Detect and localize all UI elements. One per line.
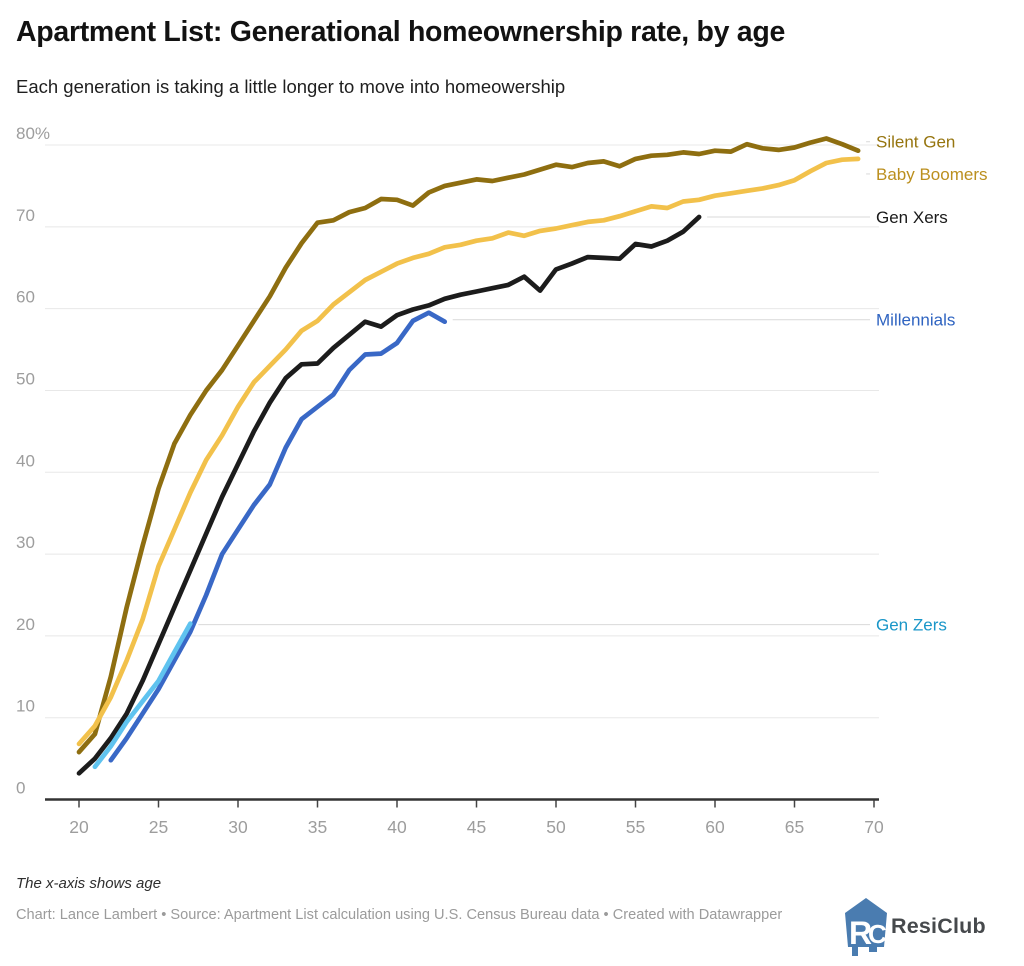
- y-axis-tick-label: 40: [16, 451, 35, 470]
- series-label-gen-xers: Gen Xers: [876, 208, 948, 227]
- series-label-baby-boomers: Baby Boomers: [876, 165, 988, 184]
- y-axis-tick-label: 70: [16, 206, 35, 225]
- y-axis-tick-label: 30: [16, 533, 35, 552]
- y-axis-tick-label: 60: [16, 288, 35, 307]
- series-label-silent-gen: Silent Gen: [876, 133, 955, 152]
- series-line-baby-boomers: [76, 156, 861, 747]
- brand-name: ResiClub: [891, 914, 986, 938]
- chart-title: Apartment List: Generational homeownersh…: [16, 16, 785, 48]
- series-line-gen-zers: [92, 621, 193, 770]
- x-axis-tick-label: 35: [308, 817, 327, 837]
- axis-note: The x-axis shows age: [16, 875, 162, 892]
- chart-subtitle: Each generation is taking a little longe…: [16, 76, 566, 97]
- svg-text:R: R: [849, 915, 872, 951]
- x-axis-tick-label: 40: [387, 817, 407, 837]
- svg-text:C: C: [868, 919, 887, 949]
- x-axis-tick-label: 45: [467, 817, 486, 837]
- series-label-millennials: Millennials: [876, 311, 955, 330]
- brand-logo: R C ResiClub: [844, 897, 1020, 959]
- y-axis-tick-label: 50: [16, 369, 35, 388]
- x-axis-tick-label: 50: [546, 817, 566, 837]
- x-axis-tick-label: 65: [785, 817, 804, 837]
- y-axis-tick-label: 0: [16, 779, 25, 798]
- y-axis-tick-label: 20: [16, 615, 35, 634]
- x-axis-tick-label: 60: [705, 817, 725, 837]
- resiclub-logo-icon: R C: [845, 898, 887, 956]
- x-axis-tick-label: 70: [864, 817, 884, 837]
- series-line-gen-xers: [76, 214, 702, 776]
- series-label-gen-zers: Gen Zers: [876, 616, 947, 635]
- series-line-millennials: [108, 310, 448, 763]
- y-axis-tick-label: 10: [16, 697, 35, 716]
- x-axis-tick-label: 55: [626, 817, 645, 837]
- x-axis-tick-label: 20: [69, 817, 89, 837]
- x-axis-tick-label: 30: [228, 817, 248, 837]
- series-line-silent-gen: [76, 136, 861, 755]
- source-attribution: Chart: Lance Lambert • Source: Apartment…: [16, 907, 783, 923]
- x-axis-tick-label: 25: [149, 817, 168, 837]
- y-axis-tick-label: 80%: [16, 124, 50, 143]
